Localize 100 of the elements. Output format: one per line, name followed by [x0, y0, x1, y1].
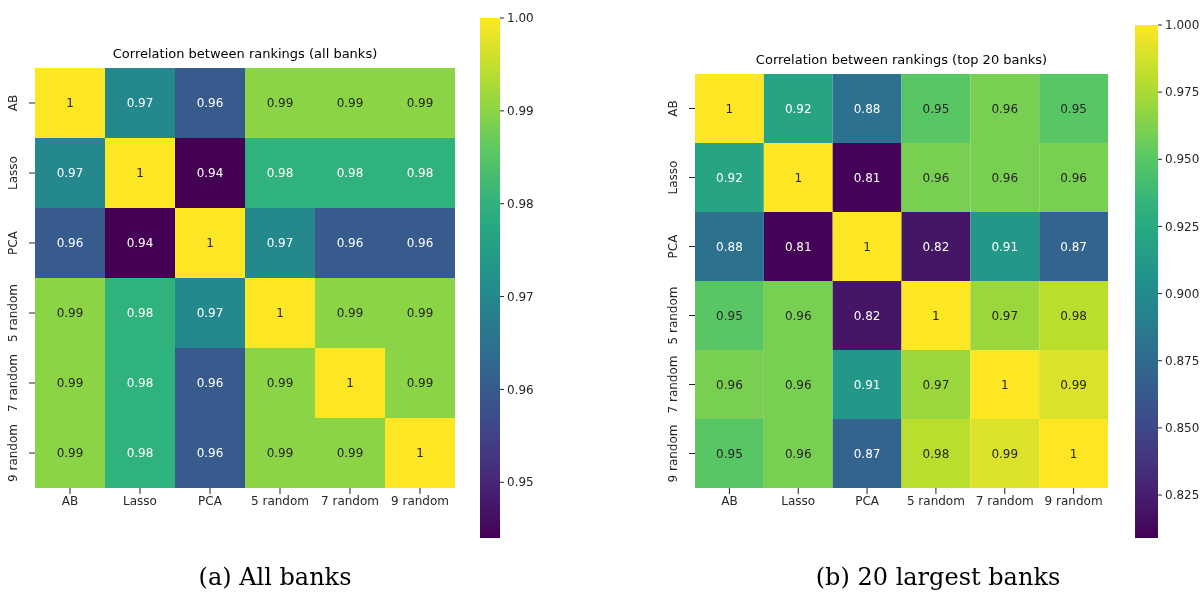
data-label: 0.99	[56, 376, 84, 391]
data-label: 0.96	[196, 446, 224, 461]
data-label: 1	[794, 170, 803, 185]
color-bar-label: 0.850	[1165, 421, 1200, 436]
data-label: 0.92	[716, 170, 743, 185]
data-label: 0.96	[56, 236, 84, 251]
color-bar-label: 0.900	[1165, 286, 1200, 301]
data-label: 0.88	[853, 101, 881, 116]
data-label: 0.92	[784, 101, 812, 116]
data-label: 0.99	[336, 446, 364, 461]
data-label: 0.99	[266, 446, 294, 461]
data-label: 0.98	[266, 166, 294, 181]
x-tick-label: Lasso	[123, 493, 157, 508]
data-label: 0.97	[126, 96, 154, 111]
data-label: 1	[66, 96, 74, 111]
data-label: 1	[206, 236, 214, 251]
data-label: 0.91	[853, 377, 881, 392]
x-tick-label: 9 random	[391, 493, 449, 508]
data-label: 0.99	[336, 96, 364, 111]
y-tick-label: AB	[666, 100, 680, 117]
data-label: 0.99	[991, 446, 1019, 461]
data-label: 0.99	[406, 306, 434, 321]
data-label: 0.96	[406, 236, 434, 251]
color-bar-label: 0.950	[1165, 152, 1200, 167]
data-label: 0.99	[266, 376, 294, 391]
color-bar-label: 0.975	[1165, 85, 1200, 100]
data-label: 0.96	[1060, 170, 1087, 185]
x-tick-label: 5 random	[906, 493, 965, 508]
data-label: 1	[1000, 377, 1009, 392]
color-bar-label: 0.825	[1165, 488, 1200, 503]
color-bar-label: 1.000	[1165, 18, 1200, 33]
y-tick-label: Lasso	[6, 156, 20, 190]
data-label: 0.96	[784, 377, 812, 392]
color-bar-label: 0.97	[507, 289, 534, 304]
y-tick-label: 7 random	[666, 355, 680, 414]
data-label: 0.96	[196, 96, 224, 111]
data-label: 0.97	[922, 377, 950, 392]
data-label: 0.81	[784, 239, 812, 254]
chart-title: Correlation between rankings (all banks)	[111, 46, 379, 61]
data-label: 0.98	[126, 306, 154, 321]
data-label: 0.95	[716, 446, 743, 461]
data-label: 0.96	[991, 170, 1019, 185]
data-label: 0.81	[853, 170, 881, 185]
data-label: 0.97	[196, 306, 224, 321]
x-tick-label: PCA	[855, 493, 880, 508]
data-label: 0.99	[266, 96, 294, 111]
y-tick-label: AB	[6, 94, 20, 112]
data-label: 0.87	[853, 446, 881, 461]
data-label: 0.96	[336, 236, 364, 251]
text: (a) All banks	[198, 563, 352, 591]
y-tick-label: Lasso	[666, 160, 680, 195]
data-label: 1	[1069, 446, 1078, 461]
data-label: 1	[863, 239, 871, 254]
color-bar-label: 0.925	[1165, 219, 1200, 234]
data-label: 0.98	[406, 166, 434, 181]
data-label: 0.88	[716, 239, 743, 254]
data-label: 0.94	[196, 166, 224, 181]
data-label: 0.99	[336, 306, 364, 321]
data-label: 1	[932, 308, 940, 323]
data-label: 0.98	[126, 446, 154, 461]
x-tick-label: 7 random	[975, 493, 1034, 508]
data-label: 1	[725, 101, 734, 116]
data-label: 0.95	[922, 101, 950, 116]
data-label: 0.97	[266, 236, 294, 251]
y-tick-label: PCA	[6, 230, 20, 255]
data-label: 0.95	[716, 308, 743, 323]
data-label: 0.98	[336, 166, 364, 181]
y-tick-label: 7 random	[6, 354, 20, 412]
data-label: 0.96	[784, 308, 812, 323]
data-label: 0.96	[922, 170, 950, 185]
data-label: 0.99	[56, 306, 84, 321]
x-tick-label: PCA	[198, 493, 223, 508]
x-tick-label: AB	[61, 493, 79, 508]
data-label: 0.99	[56, 446, 84, 461]
data-label: 0.96	[716, 377, 743, 392]
data-label: 0.97	[56, 166, 84, 181]
chart-title: Correlation between rankings (top 20 banks)	[754, 52, 1049, 67]
x-tick-label: 5 random	[251, 493, 309, 508]
data-label: 0.82	[853, 308, 881, 323]
data-label: 1	[416, 446, 424, 461]
y-tick-label: 5 random	[666, 286, 680, 345]
data-label: 0.99	[406, 96, 434, 111]
data-label: 0.96	[784, 446, 812, 461]
color-bar-label: 0.96	[507, 382, 534, 397]
data-label: 0.91	[991, 239, 1019, 254]
color-bar-label: 0.875	[1165, 353, 1200, 368]
data-label: 1	[276, 306, 284, 321]
x-tick-label: 7 random	[321, 493, 379, 508]
data-label: 0.99	[1060, 377, 1087, 392]
data-label: 0.87	[1060, 239, 1087, 254]
data-label: 0.95	[1060, 101, 1087, 116]
color-bar-label: 0.99	[507, 104, 534, 119]
x-tick-label: AB	[721, 493, 738, 508]
data-label: 0.96	[196, 376, 224, 391]
data-label: 0.96	[991, 101, 1019, 116]
color-bar-label: 1.00	[507, 11, 534, 26]
data-label: 0.98	[126, 376, 154, 391]
data-label: 0.98	[1060, 308, 1087, 323]
color-bar-label: 0.98	[507, 196, 534, 211]
x-tick-label: Lasso	[781, 493, 816, 508]
